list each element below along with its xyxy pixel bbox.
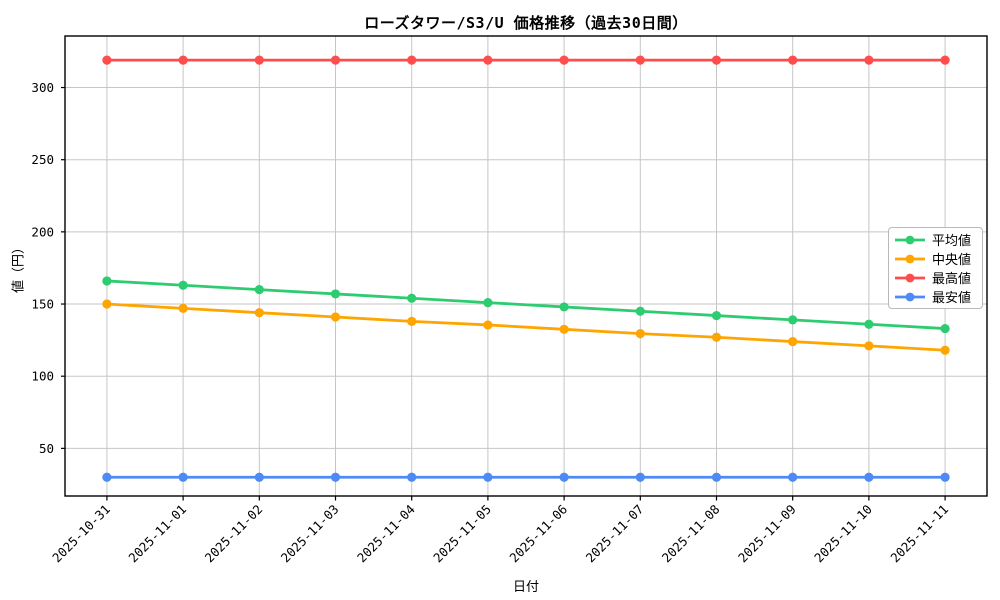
x-tick-label: 2025-11-03: [278, 502, 342, 566]
data-point-lowest: [635, 472, 645, 482]
data-point-median: [940, 345, 950, 355]
data-point-median: [330, 312, 341, 322]
x-axis-label: 日付: [512, 580, 539, 595]
data-point-mean: [102, 276, 112, 286]
plot-border: [64, 35, 988, 497]
y-axis-label: 値（円）: [11, 240, 27, 294]
y-axis-ticks: 50 100 150 200 250 300: [31, 80, 65, 456]
data-point-median: [178, 303, 188, 313]
x-tick-label: 2025-11-07: [583, 502, 647, 566]
series-highest: [102, 55, 950, 65]
data-point-mean: [483, 297, 493, 308]
data-point-lowest: [711, 472, 722, 482]
data-point-mean: [407, 293, 417, 303]
x-tick-label: 2025-11-10: [811, 502, 875, 566]
legend: 平均値中央値最高値最安値: [888, 227, 983, 309]
data-point-median: [407, 316, 417, 326]
x-tick-label: 2025-11-08: [659, 502, 723, 566]
data-point-lowest: [788, 472, 798, 482]
x-tick-label: 2025-11-02: [202, 502, 266, 566]
data-point-highest: [102, 55, 112, 65]
data-point-median: [711, 332, 722, 342]
data-point-mean: [940, 323, 950, 334]
data-point-highest: [483, 55, 493, 65]
data-point-median: [559, 324, 569, 334]
data-point-median: [483, 320, 493, 330]
data-point-lowest: [559, 472, 569, 482]
data-point-mean: [330, 289, 341, 299]
data-point-median: [102, 299, 112, 309]
data-point-mean: [178, 280, 188, 290]
legend-marker-median: [895, 254, 925, 263]
y-tick-label: 250: [31, 152, 54, 167]
data-point-highest: [864, 55, 874, 65]
x-tick-label: 2025-11-09: [735, 502, 799, 566]
data-point-mean: [864, 319, 874, 329]
data-point-highest: [940, 55, 950, 65]
legend-marker-mean: [895, 235, 925, 244]
data-point-mean: [559, 302, 569, 312]
legend-item-median: 中央値: [894, 249, 976, 268]
data-point-lowest: [178, 472, 188, 482]
x-tick-label: 2025-10-31: [49, 502, 113, 566]
data-point-lowest: [254, 472, 264, 482]
data-point-highest: [330, 55, 341, 65]
x-tick-label: 2025-11-05: [430, 502, 494, 566]
y-tick-label: 50: [39, 441, 54, 456]
data-point-lowest: [864, 472, 874, 482]
x-axis-ticks: 2025-10-31 2025-11-01 2025-11-02 2025-11-03…: [49, 496, 951, 565]
y-tick-label: 100: [31, 369, 54, 384]
data-point-highest: [178, 55, 188, 65]
data-point-mean: [635, 306, 645, 316]
legend-label-median: 中央値: [932, 253, 972, 268]
legend-marker-lowest: [895, 292, 925, 301]
data-point-lowest: [940, 472, 950, 482]
data-point-highest: [788, 55, 798, 65]
data-point-median: [788, 336, 798, 347]
legend-label-highest: 最高値: [932, 272, 972, 287]
data-point-lowest: [483, 472, 493, 482]
legend-label-mean: 平均値: [932, 234, 972, 249]
x-tick-label: 2025-11-01: [125, 502, 189, 566]
gridlines: [65, 36, 987, 496]
series-median: [102, 299, 950, 355]
y-tick-label: 300: [31, 80, 54, 95]
legend-item-lowest: 最安値: [894, 287, 976, 306]
legend-marker-highest: [895, 273, 925, 282]
data-point-median: [635, 329, 645, 339]
chart-title: ローズタワー/S3/U 価格推移（過去30日間）: [364, 14, 688, 32]
data-point-highest: [635, 55, 645, 65]
series-lowest: [102, 472, 950, 482]
data-point-highest: [711, 55, 722, 65]
data-point-mean: [711, 310, 722, 321]
data-point-lowest: [407, 472, 417, 482]
data-point-lowest: [330, 472, 341, 482]
x-tick-label: 2025-11-06: [506, 502, 570, 566]
legend-label-lowest: 最安値: [932, 291, 972, 306]
y-tick-label: 200: [31, 224, 54, 239]
legend-item-mean: 平均値: [894, 230, 976, 249]
data-point-highest: [407, 55, 417, 65]
data-point-median: [864, 341, 874, 351]
x-tick-label: 2025-11-04: [354, 502, 418, 566]
legend-item-highest: 最高値: [894, 268, 976, 287]
data-point-median: [254, 308, 264, 318]
data-point-mean: [254, 285, 264, 295]
data-point-highest: [254, 55, 264, 65]
series-mean: [102, 276, 950, 334]
data-point-lowest: [102, 472, 112, 482]
data-point-highest: [559, 55, 569, 65]
x-tick-label: 2025-11-11: [887, 502, 951, 566]
data-point-mean: [788, 315, 798, 325]
y-tick-label: 150: [31, 297, 54, 312]
